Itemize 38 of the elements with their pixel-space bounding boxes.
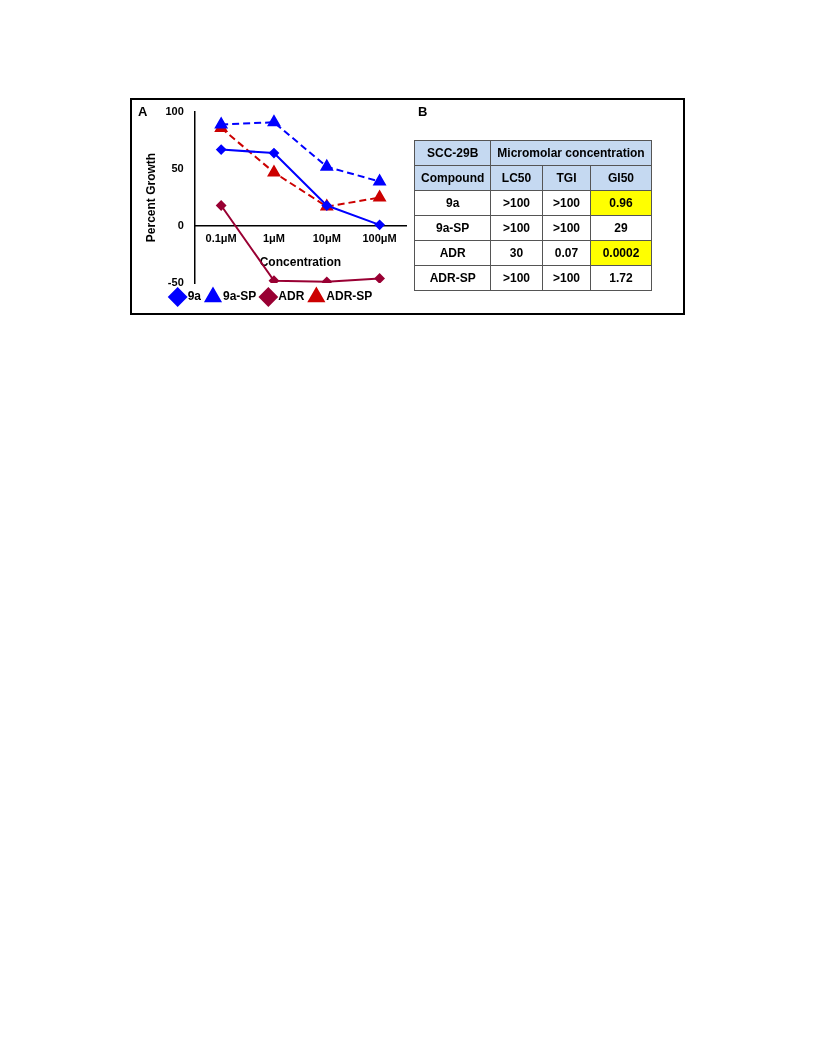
x-tick-label: 0.1μM xyxy=(205,231,237,244)
text: 30 xyxy=(490,240,543,266)
legend-label: ADR xyxy=(278,289,305,304)
text: 0.07 xyxy=(542,240,591,266)
text: ADR-SP xyxy=(414,265,491,291)
text: ADR xyxy=(414,240,491,266)
text: 29 xyxy=(590,215,652,241)
text: 0.96 xyxy=(590,190,652,216)
text: TGI xyxy=(542,165,591,191)
y-tick-label: 100 xyxy=(165,105,184,118)
text: LC50 xyxy=(490,165,543,191)
legend-label: 9a xyxy=(187,289,202,304)
chart-title: A xyxy=(138,104,148,119)
x-tick-label: 100μM xyxy=(362,231,397,244)
y-tick-label: -50 xyxy=(167,276,184,289)
text: 9a-SP xyxy=(414,215,491,241)
text: 9a xyxy=(414,190,491,216)
text: 1.72 xyxy=(590,265,652,291)
text: B xyxy=(418,104,428,119)
text: >100 xyxy=(490,215,543,241)
legend-label: ADR-SP xyxy=(326,289,373,304)
y-axis-title: Percent Growth xyxy=(143,152,158,243)
text: SCC-29B xyxy=(414,140,491,166)
y-tick-label: 0 xyxy=(177,219,184,232)
text: >100 xyxy=(490,190,543,216)
x-axis-title: Concentration xyxy=(259,254,342,269)
legend-label: 9a-SP xyxy=(223,289,257,304)
text: >100 xyxy=(490,265,543,291)
text: Compound xyxy=(414,165,491,191)
text: GI50 xyxy=(590,165,652,191)
text: Micromolar concentration xyxy=(490,140,652,166)
x-tick-label: 1μM xyxy=(262,231,285,244)
text: >100 xyxy=(542,215,591,241)
text: >100 xyxy=(542,265,591,291)
text: 0.0002 xyxy=(590,240,652,266)
text: >100 xyxy=(542,190,591,216)
y-tick-label: 50 xyxy=(171,162,184,175)
x-tick-label: 10μM xyxy=(312,231,341,244)
